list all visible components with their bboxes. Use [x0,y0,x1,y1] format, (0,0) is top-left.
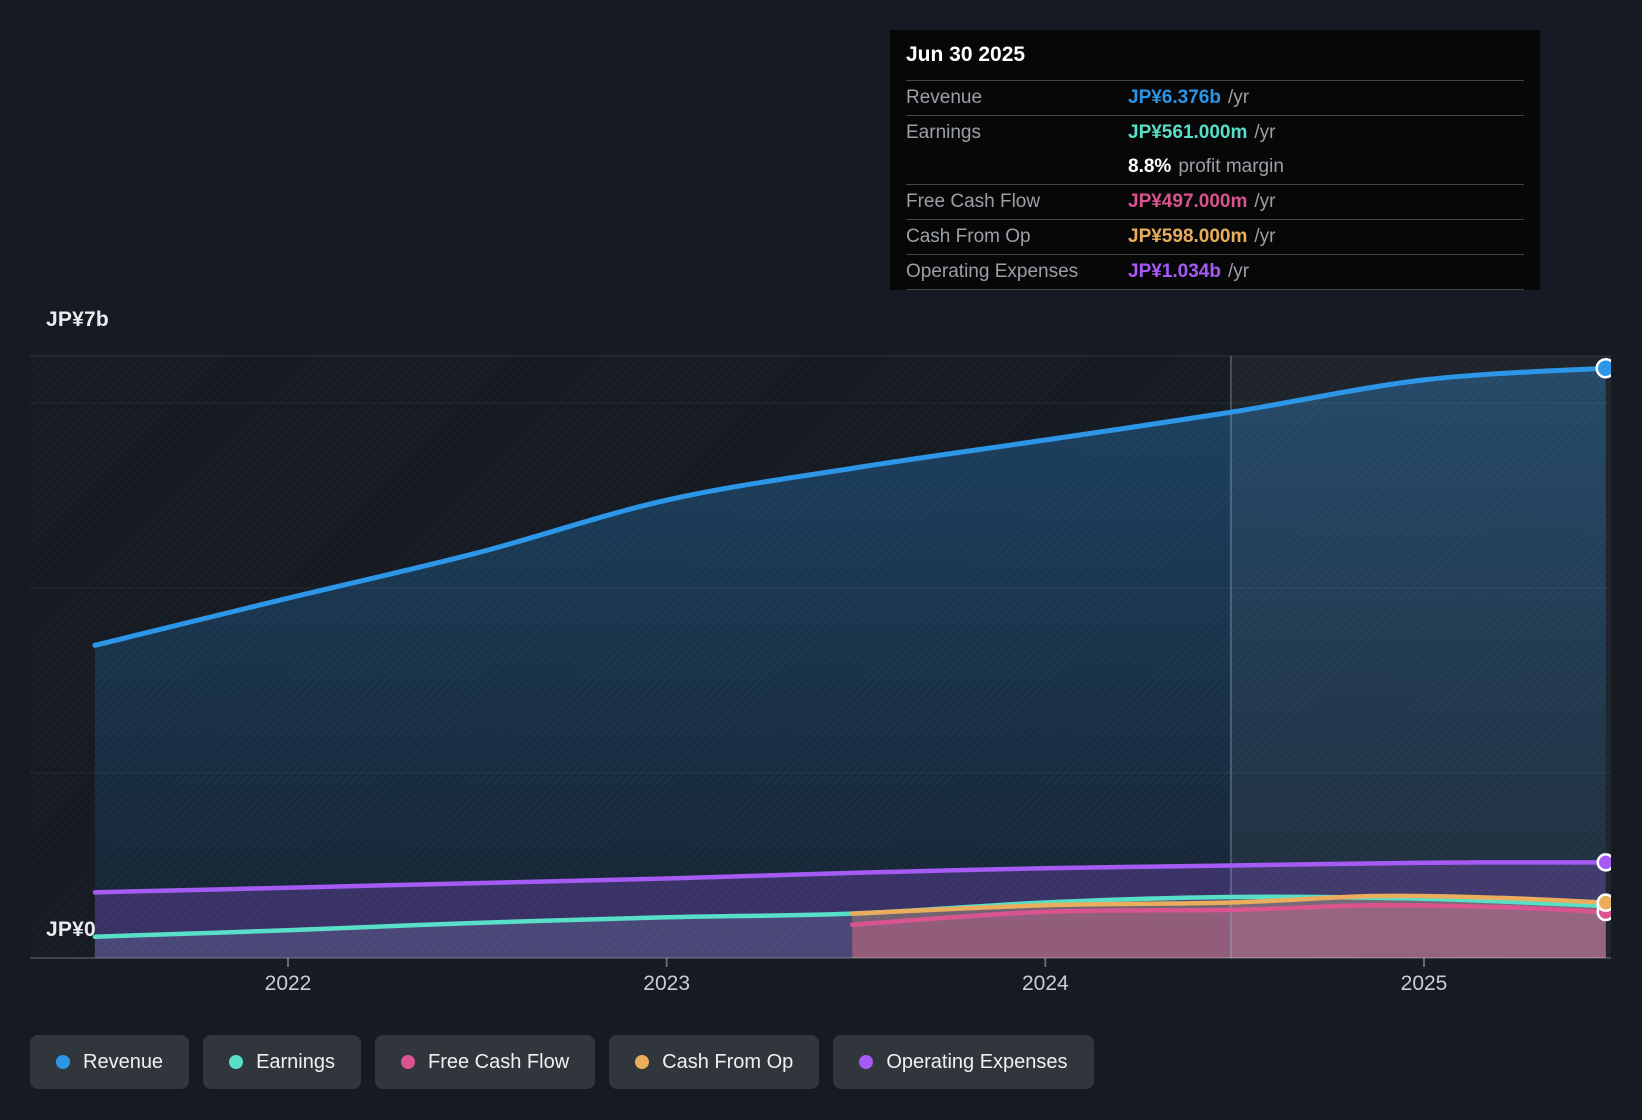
tooltip-value: JP¥1.034b [1128,261,1221,282]
chart-legend: Revenue Earnings Free Cash Flow Cash Fro… [30,1035,1094,1089]
tooltip-row-profit-margin: 8.8% profit margin [906,150,1524,184]
free-cash-flow-dot-icon [401,1055,415,1069]
tooltip-label: Cash From Op [906,226,1031,247]
tooltip-date: Jun 30 2025 [906,43,1026,66]
x-tick-label: 2023 [643,972,690,995]
profit-margin-value: 8.8% [1128,156,1172,177]
profit-margin-label: profit margin [1178,156,1284,177]
tooltip-label: Revenue [906,87,983,108]
tooltip-label: Operating Expenses [906,261,1079,282]
tooltip-suffix: /yr [1254,191,1276,212]
tooltip-suffix: /yr [1227,261,1250,282]
tooltip-row-revenue: Revenue JP¥6.376b /yr [906,80,1524,115]
earnings-dot-icon [229,1055,244,1069]
cash-from-op-dot-icon [635,1055,650,1069]
legend-item-earnings[interactable]: Earnings [203,1035,361,1089]
x-tick-label: 2022 [265,972,312,995]
chart-tooltip: Jun 30 2025 Revenue JP¥6.376b /yr Earnin… [890,30,1540,290]
legend-label: Earnings [256,1050,335,1073]
tooltip-suffix: /yr [1227,87,1250,108]
y-axis-max-label: JP¥7b [46,308,109,331]
x-tick-label: 2024 [1022,972,1069,995]
legend-label: Free Cash Flow [428,1050,570,1073]
tooltip-value: JP¥497.000m [1128,191,1248,212]
legend-item-cash-from-op[interactable]: Cash From Op [609,1035,820,1089]
tooltip-label: Free Cash Flow [906,191,1041,212]
tooltip-row-free-cash-flow: Free Cash Flow JP¥497.000m /yr [906,184,1524,219]
tooltip-value: JP¥6.376b [1128,87,1221,108]
tooltip-value: JP¥561.000m [1128,122,1248,143]
tooltip-suffix: /yr [1254,226,1276,247]
legend-item-free-cash-flow[interactable]: Free Cash Flow [375,1035,596,1089]
tooltip-row-cash-from-op: Cash From Op JP¥598.000m /yr [906,219,1524,254]
legend-label: Operating Expenses [886,1050,1068,1073]
legend-item-revenue[interactable]: Revenue [30,1035,190,1089]
tooltip-row-earnings: Earnings JP¥561.000m /yr [906,115,1524,150]
operating-expenses-dot-icon [859,1055,874,1069]
legend-label: Cash From Op [662,1050,794,1073]
tooltip-row-operating-expenses: Operating Expenses JP¥1.034b /yr [906,254,1524,290]
tooltip-suffix: /yr [1254,122,1276,143]
legend-label: Revenue [83,1050,164,1073]
tooltip-value: JP¥598.000m [1128,226,1248,247]
legend-item-operating-expenses[interactable]: Operating Expenses [833,1035,1094,1089]
x-tick-label: 2025 [1401,972,1448,995]
tooltip-label: Earnings [906,122,981,143]
y-axis-zero-label: JP¥0 [46,918,96,941]
revenue-dot-icon [56,1055,70,1069]
